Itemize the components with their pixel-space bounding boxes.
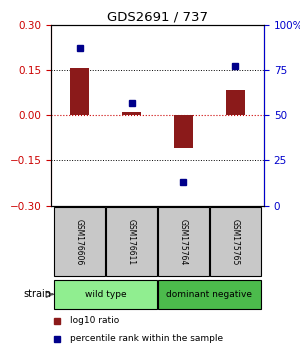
- Bar: [158, 207, 209, 276]
- Text: log10 ratio: log10 ratio: [70, 316, 119, 325]
- Bar: [226, 90, 244, 115]
- Text: GSM175765: GSM175765: [231, 218, 240, 265]
- Bar: [122, 112, 141, 115]
- Bar: [210, 207, 261, 276]
- Text: wild type: wild type: [85, 290, 126, 299]
- Bar: [106, 207, 157, 276]
- Bar: [54, 207, 105, 276]
- Text: strain: strain: [23, 289, 52, 299]
- Bar: [158, 280, 261, 309]
- Bar: [174, 115, 193, 148]
- Text: GSM176606: GSM176606: [75, 218, 84, 265]
- Text: GSM176611: GSM176611: [127, 219, 136, 265]
- Bar: [70, 68, 89, 115]
- Text: GSM175764: GSM175764: [179, 218, 188, 265]
- Title: GDS2691 / 737: GDS2691 / 737: [107, 11, 208, 24]
- Text: dominant negative: dominant negative: [167, 290, 253, 299]
- Bar: [54, 280, 157, 309]
- Text: percentile rank within the sample: percentile rank within the sample: [70, 335, 223, 343]
